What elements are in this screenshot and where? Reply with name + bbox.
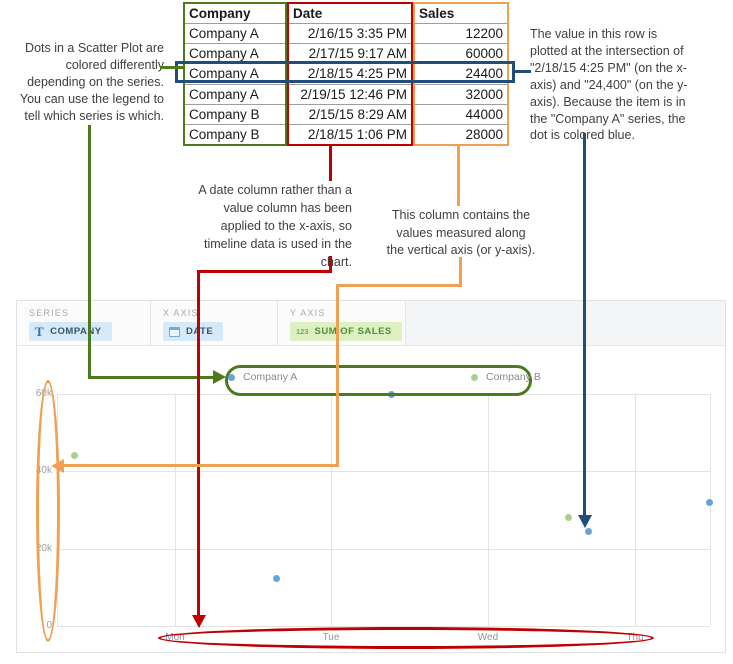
legend-item-company-b[interactable]: Company B	[471, 371, 541, 383]
series-well-label: SERIES	[29, 308, 70, 318]
x-axis-highlight-ellipse	[158, 627, 654, 649]
horizontal-gridline	[57, 549, 710, 550]
blue-connector-row-to-note	[512, 70, 531, 73]
horizontal-gridline	[57, 471, 710, 472]
table-cell: Company A	[185, 85, 285, 105]
orange-arrowhead	[51, 459, 64, 473]
legend-label-company-a: Company A	[243, 371, 298, 383]
orange-connector-horizontal-lower	[62, 464, 339, 467]
orange-connector-below-note	[459, 257, 462, 287]
green-arrowhead	[213, 370, 226, 384]
legend-label-company-b: Company B	[486, 371, 541, 383]
y-axis-field-pill-sum-of-sales[interactable]: 123 SUM OF SALES	[290, 322, 402, 341]
blue-arrowhead	[578, 515, 592, 528]
y-axis-pill-label: SUM OF SALES	[314, 326, 392, 337]
scatter-point[interactable]	[70, 452, 78, 460]
vertical-gridline	[175, 394, 176, 626]
calendar-icon	[169, 326, 180, 337]
legend-item-company-a[interactable]: Company A	[228, 371, 297, 383]
red-arrowhead	[192, 615, 206, 628]
table-cell: 2/19/15 12:46 PM	[289, 85, 411, 105]
table-cell: Company B	[185, 105, 285, 125]
table-cell: Company A	[185, 24, 285, 45]
chart-builder-panel: SERIES T COMPANY X AXIS DATE Y AXIS 123 …	[16, 300, 726, 653]
table-cell: Company B	[189, 126, 260, 142]
green-connector-note-to-table	[160, 66, 185, 69]
number-123-icon: 123	[296, 327, 309, 336]
text-type-icon: T	[35, 324, 45, 339]
chart-legend-outline	[225, 365, 532, 396]
orange-connector-table-to-note	[457, 145, 460, 206]
table-cell: 44000	[415, 105, 507, 125]
table-cell: 24400	[415, 64, 507, 85]
table-cell: 28000	[465, 126, 503, 142]
series-field-pill-company[interactable]: T COMPANY	[29, 322, 112, 341]
y-axis-well-label: Y AXIS	[290, 308, 326, 318]
table-cell: 12200	[415, 24, 507, 45]
values-note-text: This column contains the values measured…	[386, 208, 536, 257]
green-connector-horizontal	[88, 376, 213, 379]
table-cell: 2/18/15 1:06 PM	[307, 126, 407, 142]
table-column-company: Company Company A Company A Company A Compan…	[183, 2, 287, 146]
vertical-gridline	[710, 394, 711, 626]
table-cell: 2/16/15 3:35 PM	[289, 24, 411, 45]
table-cell: 32000	[415, 85, 507, 105]
legend-dot-company-b	[471, 373, 478, 381]
series-pill-label: COMPANY	[50, 326, 102, 337]
legend-note-text: Dots in a Scatter Plot are colored diffe…	[19, 41, 164, 123]
x-axis-field-well: X AXIS DATE	[151, 301, 278, 345]
highlighted-row-outline	[175, 61, 515, 83]
date-note-text: A date column rather than a value column…	[198, 183, 352, 269]
table-cell: Company A	[185, 64, 285, 85]
legend-dot-company-a	[228, 373, 235, 381]
x-axis-field-pill-date[interactable]: DATE	[163, 322, 224, 341]
red-connector-below-note	[329, 256, 332, 273]
table-header-cell: Company	[185, 4, 285, 25]
red-connector-table-to-note	[329, 145, 332, 181]
vertical-gridline	[331, 394, 332, 626]
table-cell: 2/15/15 8:29 AM	[289, 105, 411, 125]
field-wells-header: SERIES T COMPANY X AXIS DATE Y AXIS 123 …	[17, 301, 725, 346]
y-axis-highlight-ellipse	[36, 380, 60, 642]
scatter-point[interactable]	[272, 575, 280, 583]
y-axis-field-well: Y AXIS 123 SUM OF SALES	[278, 301, 406, 345]
table-column-date: Date 2/16/15 3:35 PM 2/17/15 9:17 AM 2/18/1…	[287, 2, 413, 146]
row-note-text: The value in this row is plotted at the …	[530, 27, 688, 143]
red-connector-horizontal	[197, 270, 332, 273]
red-connector-vertical	[197, 270, 200, 616]
green-connector-vertical	[88, 125, 91, 379]
field-wells-empty-area	[406, 301, 725, 345]
scatter-point[interactable]	[564, 514, 572, 522]
orange-connector-horizontal-upper	[336, 284, 462, 287]
vertical-gridline	[488, 394, 489, 626]
x-axis-well-label: X AXIS	[163, 308, 199, 318]
table-cell: 2/18/15 4:25 PM	[289, 64, 411, 85]
table-header-cell: Date	[289, 4, 411, 25]
scatter-point[interactable]	[585, 528, 593, 536]
scatter-point[interactable]	[705, 498, 713, 506]
orange-connector-vertical	[336, 284, 339, 467]
table-column-sales: Sales 12200 60000 24400 32000 44000 28000	[413, 2, 509, 146]
series-field-well: SERIES T COMPANY	[17, 301, 151, 345]
table-header-cell: Sales	[415, 4, 507, 25]
blue-connector-vertical	[583, 133, 586, 517]
vertical-gridline	[635, 394, 636, 626]
